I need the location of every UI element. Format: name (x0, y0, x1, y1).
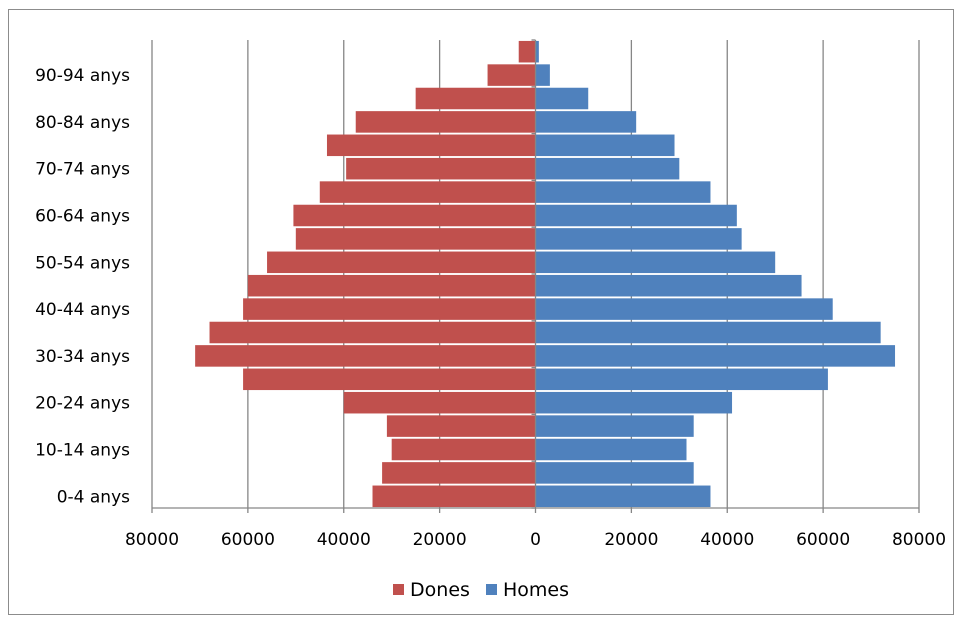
bar-homes (535, 391, 733, 414)
bars (195, 40, 896, 508)
bar-dones (518, 40, 536, 63)
bar-dones (487, 64, 536, 86)
legend: Dones Homes (0, 578, 962, 601)
bar-homes (535, 415, 694, 437)
bar-homes (535, 40, 539, 63)
y-tick-label: 30-34 anys (35, 347, 130, 367)
bar-dones (343, 391, 536, 414)
bar-homes (535, 438, 687, 461)
x-tick-label: 60000 (221, 530, 275, 550)
bar-dones (267, 251, 536, 274)
x-tick-label: 40000 (700, 530, 754, 550)
bar-homes (535, 111, 637, 133)
bar-dones (391, 438, 536, 461)
x-tick-label: 80000 (125, 530, 179, 550)
x-tick-label: 20000 (604, 530, 658, 550)
bar-homes (535, 251, 776, 274)
legend-item-homes: Homes (485, 578, 569, 601)
bar-dones (355, 111, 536, 133)
y-tick-labels: 0-4 anys 10-14 anys 20-24 anys 30-34 anys 40… (35, 66, 130, 507)
bar-dones (386, 415, 536, 437)
bar-dones (346, 157, 536, 180)
y-tick-label: 40-44 anys (35, 300, 130, 320)
y-tick-label: 90-94 anys (35, 66, 130, 86)
legend-item-dones: Dones (393, 579, 470, 601)
bar-homes (535, 345, 896, 367)
bar-homes (535, 204, 737, 227)
x-tick-label: 0 (530, 530, 541, 550)
bar-dones (326, 134, 536, 157)
legend-label-homes: Homes (502, 578, 569, 601)
x-tick-label: 60000 (796, 530, 850, 550)
y-tick-label: 0-4 anys (57, 487, 130, 507)
bar-homes (535, 87, 589, 110)
bar-dones (243, 298, 536, 320)
legend-label-dones: Dones (410, 578, 470, 601)
x-tick-label: 80000 (892, 530, 946, 550)
bar-dones (372, 485, 536, 508)
bar-homes (535, 181, 711, 203)
bar-dones (295, 228, 536, 250)
y-tick-label: 20-24 anys (35, 394, 130, 414)
bar-homes (535, 368, 828, 391)
y-tick-label: 60-64 anys (35, 207, 130, 227)
x-tick-label: 20000 (413, 530, 467, 550)
bar-dones (319, 181, 536, 203)
bar-homes (535, 228, 742, 250)
bar-homes (535, 157, 680, 180)
x-tick-labels: 80000 60000 40000 20000 0 20000 40000 60000 8000… (125, 530, 946, 550)
legend-swatch-homes (485, 584, 497, 595)
legend-swatch-dones (393, 584, 405, 595)
bar-dones (293, 204, 536, 227)
bar-homes (535, 321, 881, 344)
y-tick-label: 10-14 anys (35, 441, 130, 461)
bar-homes (535, 64, 550, 86)
bar-dones (243, 368, 536, 391)
bar-dones (382, 462, 536, 484)
bar-dones (209, 321, 536, 344)
bar-homes (535, 274, 802, 297)
bar-homes (535, 485, 711, 508)
y-tick-label: 50-54 anys (35, 253, 130, 273)
x-tick-label: 40000 (317, 530, 371, 550)
y-tick-label: 80-84 anys (35, 113, 130, 133)
axes (151, 39, 920, 513)
bar-homes (535, 134, 675, 157)
bar-homes (535, 462, 694, 484)
bar-homes (535, 298, 833, 320)
bar-dones (247, 274, 536, 297)
bar-dones (195, 345, 536, 367)
bar-dones (415, 87, 536, 110)
y-tick-label: 70-74 anys (35, 160, 130, 180)
